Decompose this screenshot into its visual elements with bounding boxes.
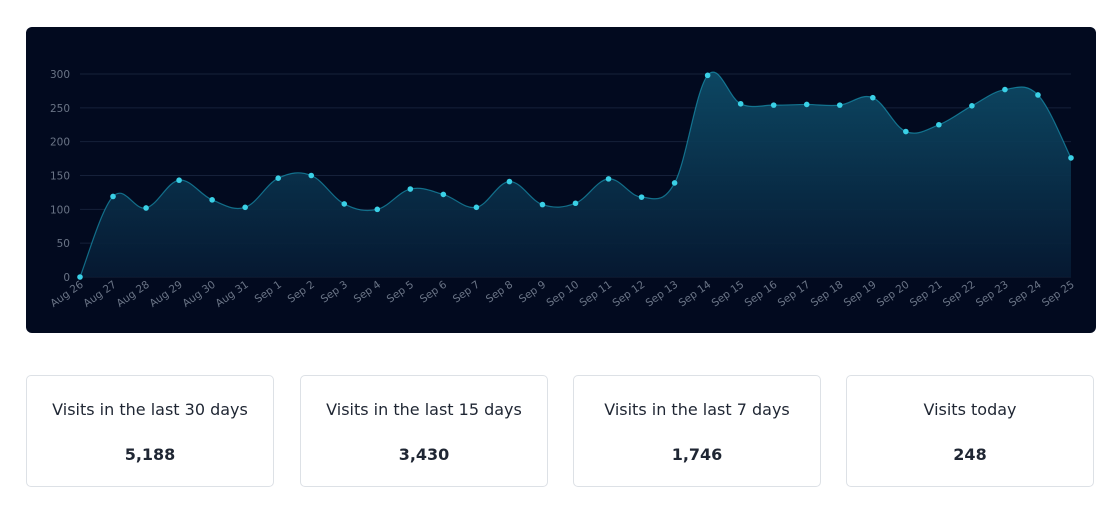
data-point[interactable] — [870, 94, 876, 101]
x-tick-label: Sep 13 — [644, 279, 681, 310]
x-tick-label: Sep 8 — [484, 279, 515, 306]
x-tick-label: Sep 20 — [875, 279, 912, 310]
data-point[interactable] — [836, 102, 843, 108]
x-tick-label: Sep 7 — [451, 279, 482, 306]
x-tick-label: Sep 5 — [385, 279, 416, 306]
stat-value: 5,188 — [124, 445, 176, 464]
x-tick-label: Aug 28 — [114, 279, 151, 310]
data-point[interactable] — [770, 102, 777, 108]
data-point[interactable] — [704, 72, 711, 79]
stat-card-7-days: Visits in the last 7 days 1,746 — [573, 375, 821, 487]
x-tick-label: Aug 31 — [214, 279, 251, 310]
data-point[interactable] — [275, 175, 281, 182]
data-point[interactable] — [110, 193, 116, 200]
data-point[interactable] — [737, 100, 744, 107]
x-tick-label: Sep 3 — [319, 279, 350, 306]
chart-points — [77, 72, 1074, 280]
data-point[interactable] — [671, 180, 678, 186]
x-tick-label: Sep 1 — [253, 279, 284, 306]
x-tick-label: Sep 17 — [776, 279, 813, 310]
x-tick-label: Sep 15 — [710, 279, 747, 310]
x-tick-label: Sep 16 — [743, 278, 780, 309]
data-point[interactable] — [176, 177, 182, 184]
x-tick-label: Sep 22 — [941, 279, 978, 310]
x-tick-label: Sep 4 — [352, 278, 384, 305]
data-point[interactable] — [374, 206, 381, 213]
x-tick-label: Sep 24 — [1007, 278, 1044, 309]
y-tick-label: 300 — [50, 69, 70, 81]
x-tick-label: Sep 9 — [517, 279, 548, 306]
data-point[interactable] — [143, 205, 149, 211]
data-point[interactable] — [936, 121, 942, 128]
stat-card-today: Visits today 248 — [846, 375, 1094, 487]
data-point[interactable] — [1035, 92, 1041, 98]
x-tick-label: Sep 14 — [677, 278, 714, 309]
data-point[interactable] — [605, 176, 612, 182]
y-tick-label: 200 — [50, 137, 70, 149]
x-tick-label: Sep 10 — [544, 279, 581, 310]
x-tick-label: Sep 11 — [577, 279, 614, 310]
data-point[interactable] — [473, 204, 480, 211]
data-point[interactable] — [903, 128, 909, 135]
data-point[interactable] — [440, 191, 447, 198]
data-point[interactable] — [969, 103, 975, 109]
stat-label: Visits in the last 7 days — [604, 400, 790, 419]
data-point[interactable] — [506, 178, 513, 185]
stat-card-15-days: Visits in the last 15 days 3,430 — [300, 375, 548, 487]
chart-area-layer — [79, 71, 1072, 278]
x-tick-label: Aug 27 — [81, 279, 118, 310]
data-point[interactable] — [341, 201, 348, 207]
x-tick-label: Sep 23 — [974, 279, 1011, 310]
x-tick-label: Sep 21 — [908, 279, 945, 310]
data-point[interactable] — [209, 197, 215, 203]
y-tick-label: 100 — [50, 204, 70, 216]
data-point[interactable] — [803, 101, 810, 108]
x-tick-label: Aug 29 — [147, 279, 184, 310]
data-point[interactable] — [242, 204, 248, 211]
visits-chart-card: 0 50 100 150 200 250 300 Aug 26 Aug 27 Aug 28 Aug … — [26, 27, 1096, 333]
x-tick-label: Sep 19 — [842, 279, 879, 310]
stat-label: Visits today — [923, 400, 1017, 419]
x-tick-label: Aug 30 — [180, 279, 217, 310]
y-tick-label: 50 — [57, 238, 70, 250]
x-tick-label: Sep 12 — [611, 279, 648, 310]
stat-value: 248 — [953, 445, 987, 464]
data-point[interactable] — [572, 200, 579, 207]
data-point[interactable] — [1068, 155, 1074, 161]
data-point[interactable] — [308, 172, 315, 179]
data-point[interactable] — [638, 194, 645, 200]
stats-row: Visits in the last 30 days 5,188 Visits … — [26, 375, 1096, 489]
stat-label: Visits in the last 30 days — [52, 400, 248, 419]
y-tick-label: 0 — [63, 272, 70, 284]
x-tick-label: Sep 25 — [1040, 279, 1077, 310]
stat-value: 3,430 — [398, 445, 450, 464]
data-point[interactable] — [539, 201, 546, 208]
y-tick-label: 250 — [50, 103, 70, 115]
y-tick-label: 150 — [50, 171, 70, 183]
data-point[interactable] — [407, 186, 414, 192]
stat-label: Visits in the last 15 days — [326, 400, 522, 419]
data-point[interactable] — [1002, 86, 1008, 93]
series-area-fill — [80, 72, 1071, 277]
stat-card-30-days: Visits in the last 30 days 5,188 — [26, 375, 274, 487]
data-point[interactable] — [77, 274, 83, 280]
stat-value: 1,746 — [671, 445, 723, 464]
x-tick-label: Sep 2 — [286, 279, 317, 306]
x-tick-label: Sep 18 — [809, 279, 846, 310]
x-tick-label: Sep 6 — [418, 278, 450, 305]
